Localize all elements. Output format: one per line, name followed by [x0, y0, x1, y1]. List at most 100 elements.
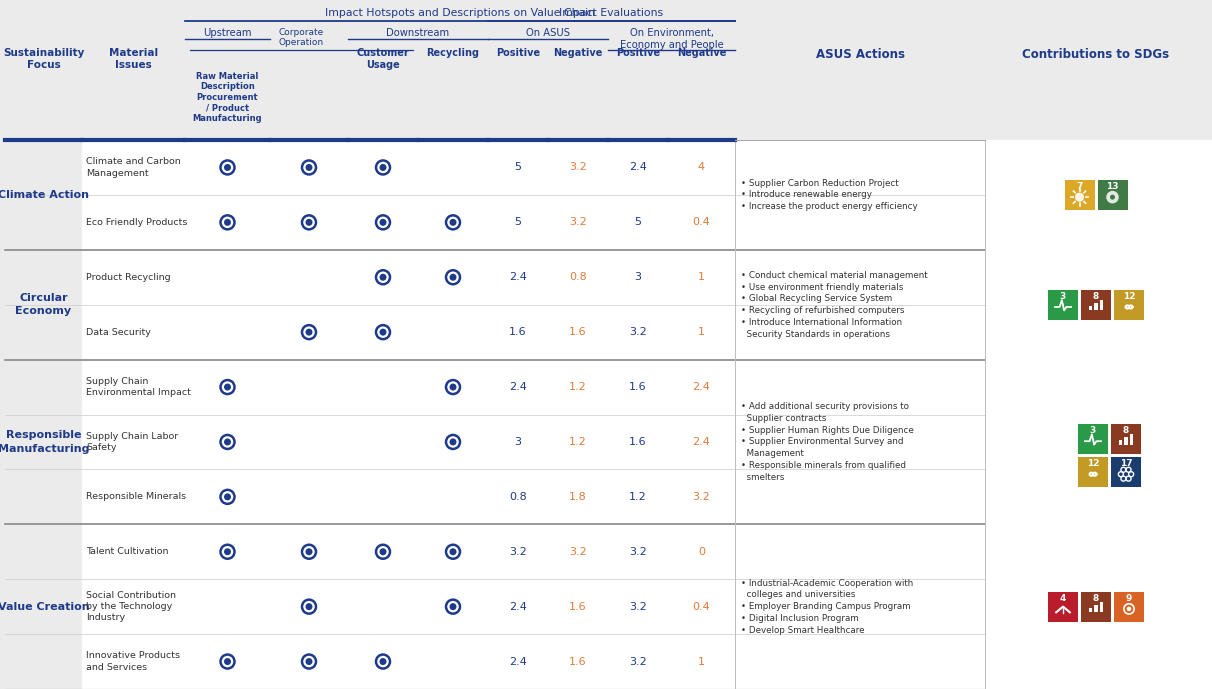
Text: 3.2: 3.2 — [692, 492, 710, 502]
Bar — [1114, 289, 1144, 320]
Text: 0.8: 0.8 — [509, 492, 527, 502]
Circle shape — [450, 548, 457, 555]
Text: 9: 9 — [1126, 594, 1132, 603]
Text: Contributions to SDGs: Contributions to SDGs — [1023, 48, 1170, 61]
Text: 17: 17 — [1120, 459, 1132, 469]
Text: Responsible
Manufacturing: Responsible Manufacturing — [0, 431, 90, 453]
Text: • Supplier Carbon Reduction Project
• Introduce renewable energy
• Increase the : • Supplier Carbon Reduction Project • In… — [741, 178, 917, 212]
Circle shape — [305, 603, 313, 610]
Text: 1.6: 1.6 — [509, 327, 527, 337]
Text: • Add additional security provisions to
  Supplier contracts
• Supplier Human Ri: • Add additional security provisions to … — [741, 402, 914, 482]
Circle shape — [305, 164, 313, 171]
Text: Innovative Products
and Services: Innovative Products and Services — [86, 652, 181, 672]
Circle shape — [1075, 193, 1084, 202]
Text: ASUS Actions: ASUS Actions — [816, 48, 904, 61]
Circle shape — [1110, 194, 1115, 200]
Text: Negative: Negative — [554, 48, 602, 58]
Bar — [1088, 608, 1092, 613]
Text: Social Contribution
by the Technology
Industry: Social Contribution by the Technology In… — [86, 591, 176, 622]
Text: 4: 4 — [698, 163, 705, 172]
Circle shape — [224, 658, 231, 665]
Circle shape — [379, 219, 387, 226]
Bar — [1094, 605, 1098, 613]
Circle shape — [379, 658, 387, 665]
Text: 12: 12 — [1122, 292, 1136, 301]
Text: 5: 5 — [515, 163, 521, 172]
Bar — [1094, 303, 1098, 310]
Circle shape — [305, 548, 313, 555]
Text: On ASUS: On ASUS — [526, 28, 570, 38]
Text: 0: 0 — [698, 547, 705, 557]
Text: 1.2: 1.2 — [570, 437, 587, 447]
Text: 2.4: 2.4 — [509, 382, 527, 392]
Text: Impact Hotspots and Descriptions on Value Chain: Impact Hotspots and Descriptions on Valu… — [325, 8, 595, 18]
Text: Impact Evaluations: Impact Evaluations — [560, 8, 663, 18]
Text: Circular
Economy: Circular Economy — [16, 293, 72, 316]
Text: 3: 3 — [515, 437, 521, 447]
Circle shape — [450, 438, 457, 446]
Circle shape — [224, 548, 231, 555]
Text: 0.8: 0.8 — [570, 272, 587, 282]
Bar — [1064, 180, 1094, 210]
Text: Supply Chain Labor
Safety: Supply Chain Labor Safety — [86, 432, 178, 452]
Bar — [1100, 300, 1103, 310]
Text: 2.4: 2.4 — [692, 437, 710, 447]
Text: 3.2: 3.2 — [509, 547, 527, 557]
Bar — [1077, 424, 1108, 454]
Text: Positive: Positive — [496, 48, 541, 58]
Circle shape — [1127, 606, 1131, 611]
Text: Upstream: Upstream — [204, 28, 252, 38]
Circle shape — [379, 164, 387, 171]
Circle shape — [379, 548, 387, 555]
Text: 12: 12 — [1087, 459, 1099, 469]
Bar — [82, 140, 1212, 689]
Bar — [1111, 424, 1140, 454]
Text: 1.6: 1.6 — [570, 327, 587, 337]
Text: 3.2: 3.2 — [629, 547, 647, 557]
Text: Downstream: Downstream — [387, 28, 450, 38]
Text: 1.6: 1.6 — [629, 382, 647, 392]
Bar — [1098, 180, 1127, 210]
Text: 2.4: 2.4 — [509, 657, 527, 666]
Bar — [1081, 289, 1111, 320]
Text: 1.2: 1.2 — [629, 492, 647, 502]
Circle shape — [224, 164, 231, 171]
Text: Product Recycling: Product Recycling — [86, 273, 171, 282]
Text: 1: 1 — [698, 327, 705, 337]
Bar — [1048, 289, 1077, 320]
Circle shape — [379, 329, 387, 336]
Text: 1.6: 1.6 — [570, 657, 587, 666]
Circle shape — [305, 219, 313, 226]
Text: Corporate
Operation: Corporate Operation — [279, 28, 324, 48]
Circle shape — [379, 274, 387, 280]
Text: Positive: Positive — [616, 48, 661, 58]
Text: Responsible Minerals: Responsible Minerals — [86, 493, 187, 502]
Text: Supply Chain
Environmental Impact: Supply Chain Environmental Impact — [86, 377, 190, 397]
Text: 1.8: 1.8 — [570, 492, 587, 502]
Bar — [1100, 602, 1103, 613]
Text: 8: 8 — [1122, 426, 1130, 435]
Text: On Environment,
Economy and People: On Environment, Economy and People — [619, 28, 724, 50]
Circle shape — [305, 329, 313, 336]
Text: Climate Action: Climate Action — [0, 190, 88, 200]
Text: 3: 3 — [635, 272, 641, 282]
Text: 8: 8 — [1093, 594, 1099, 603]
Text: Value Creation: Value Creation — [0, 601, 90, 612]
Bar — [1081, 592, 1111, 621]
Text: 4: 4 — [1059, 594, 1067, 603]
Text: 2.4: 2.4 — [629, 163, 647, 172]
Circle shape — [450, 219, 457, 226]
Text: 1.2: 1.2 — [570, 382, 587, 392]
Text: 3: 3 — [1090, 426, 1096, 435]
Text: • Industrial-Academic Cooperation with
  colleges and universities
• Employer Br: • Industrial-Academic Cooperation with c… — [741, 579, 914, 635]
Text: 13: 13 — [1107, 182, 1119, 191]
Text: Eco Friendly Products: Eco Friendly Products — [86, 218, 188, 227]
Text: Negative: Negative — [676, 48, 726, 58]
Text: 2.4: 2.4 — [509, 601, 527, 612]
Text: 3.2: 3.2 — [629, 327, 647, 337]
Bar — [1114, 592, 1144, 621]
Circle shape — [450, 274, 457, 280]
Circle shape — [450, 603, 457, 610]
Text: 2.4: 2.4 — [692, 382, 710, 392]
Circle shape — [224, 493, 231, 500]
